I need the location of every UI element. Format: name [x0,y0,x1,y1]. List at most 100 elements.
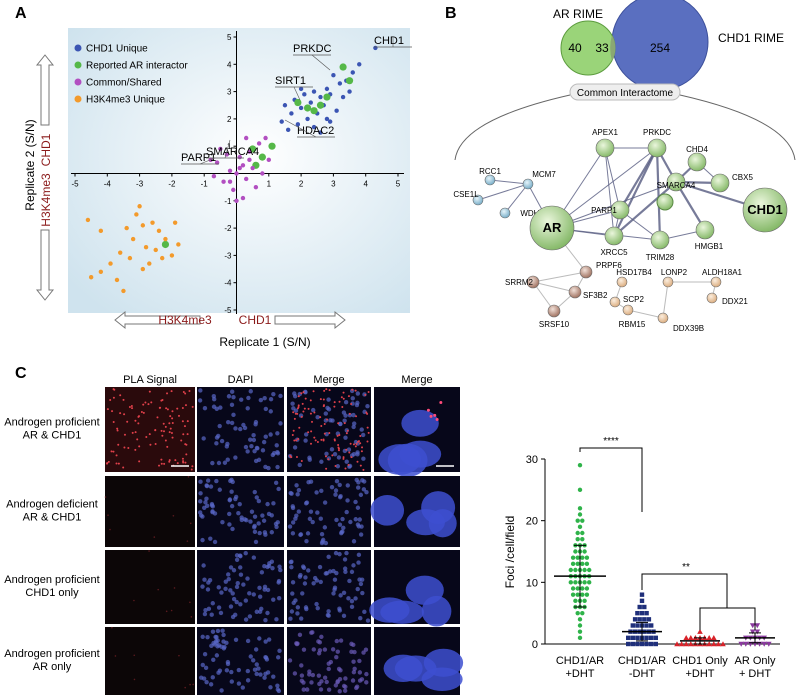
y-tick-label: 2 [227,115,232,124]
pla-focus [122,466,125,469]
nucleus [268,432,273,437]
nucleus [353,499,358,505]
nucleus [198,479,203,484]
nucleus [249,509,255,514]
nucleus [304,500,310,505]
nucleus [292,394,298,399]
data-point [749,629,756,635]
data-point [163,236,168,242]
micrograph [104,476,195,547]
pla-focus [346,429,349,432]
pla-focus [327,458,330,461]
data-point [160,255,165,261]
nucleus [230,591,235,596]
nucleus [265,587,271,593]
micrograph [374,627,464,695]
annotation: HDAC2 [297,125,334,137]
pla-focus [338,400,341,403]
data-point [637,604,642,610]
pla-focus [295,456,298,459]
node-label: ALDH18A1 [702,268,743,277]
data-point [140,266,146,272]
plot-background [68,28,410,313]
pla-focus [119,394,122,397]
pla-focus [145,436,148,439]
pla-focus [189,601,191,604]
data-point [227,179,233,184]
pla-focus [313,436,316,439]
nucleus [324,571,330,576]
nucleus [220,628,225,633]
nucleus [269,559,275,564]
node-label: HMGB1 [695,242,724,251]
x-tick-label: -5 [71,180,79,189]
pla-focus [166,408,169,411]
data-point [570,555,576,560]
network-node [579,265,593,279]
node-label: PRKDC [643,128,671,137]
node-label: DDX39B [673,324,704,333]
pla-focus [133,654,136,657]
pla-focus [171,417,174,420]
data-point [266,157,271,163]
nucleus [342,557,348,562]
pla-focus [176,462,179,465]
nucleus [233,637,239,642]
data-point [570,561,576,567]
nucleus [234,557,240,563]
annotation-leader [284,119,317,138]
node-label: CBX5 [732,173,753,182]
nucleus [245,406,250,411]
nucleus [252,448,257,454]
data-point [153,247,158,253]
data-point [147,261,152,266]
nucleus [253,647,259,652]
nucleus [248,654,253,659]
nucleus [342,688,348,693]
data-point [644,623,649,628]
network-edge [655,147,662,241]
panel-label: A [15,5,27,22]
pla-focus [126,420,129,423]
nucleus [334,638,339,644]
data-point [635,641,640,647]
y-tick-label: 4 [227,60,232,69]
nucleus [333,550,339,556]
nucleus [307,457,312,462]
nucleus [359,677,365,682]
nucleus [231,596,237,602]
nucleus [203,500,208,505]
pla-focus [183,425,186,428]
pla-focus [188,390,191,393]
nucleus [335,649,340,654]
data-point [575,518,580,523]
nucleus [310,630,315,635]
pla-focus [296,412,299,415]
data-point [678,641,685,647]
pla-focus [107,460,110,463]
nucleus [327,569,333,574]
nucleus [300,564,306,569]
nucleus [233,455,238,460]
nucleus [290,591,295,596]
nucleus [262,564,267,569]
data-point [632,617,638,622]
pla-focus [192,683,195,686]
pla-focus [123,433,126,436]
nucleus [349,649,354,655]
nucleus [353,439,359,445]
pla-focus [297,404,300,407]
data-point [642,617,647,622]
data-point [305,116,310,122]
nucleus [200,537,205,543]
pla-focus [361,446,364,449]
nucleus [355,452,360,457]
pla-focus [153,536,156,538]
nucleus [245,668,251,674]
pla-focus [297,395,300,398]
data-point [580,530,585,536]
node-label: APEX1 [592,128,618,137]
pla-focus [112,450,115,453]
nucleus [201,436,206,441]
nucleus [344,509,349,515]
